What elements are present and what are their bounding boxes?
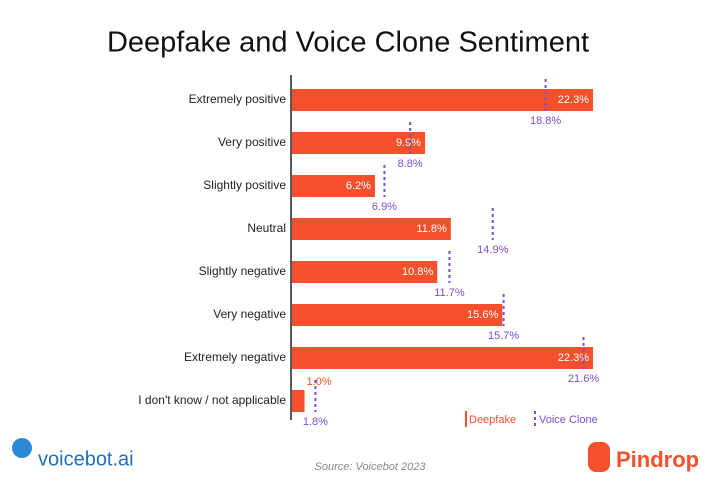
marker-label: 14.9% xyxy=(477,244,508,256)
bar xyxy=(292,218,451,240)
value-label: 9.9% xyxy=(396,137,421,149)
bar xyxy=(292,390,305,412)
logo-icon xyxy=(588,442,610,472)
bar xyxy=(292,347,593,369)
logo-pindrop: Pindrop xyxy=(616,447,699,472)
category-label: Neutral xyxy=(247,221,286,235)
value-label: 22.3% xyxy=(558,352,589,364)
source: Source: Voicebot 2023 xyxy=(315,461,427,473)
marker-label: 6.9% xyxy=(372,201,397,213)
bar xyxy=(292,89,593,111)
bar xyxy=(292,175,375,197)
chart-title: Deepfake and Voice Clone Sentiment xyxy=(107,27,589,59)
marker-label: 18.8% xyxy=(530,115,561,127)
category-label: Extremely positive xyxy=(189,92,287,106)
category-label: Slightly positive xyxy=(203,178,286,192)
logo-voicebot: voicebot.ai xyxy=(38,448,134,470)
marker-label: 1.8% xyxy=(303,416,328,428)
marker-label: 21.6% xyxy=(568,373,599,385)
bar xyxy=(292,261,438,283)
marker-label: 8.8% xyxy=(398,158,423,170)
value-label: 10.8% xyxy=(402,266,433,278)
legend-label: Voice Clone xyxy=(539,414,598,426)
value-label: 15.6% xyxy=(467,309,498,321)
marker-label: 11.7% xyxy=(434,287,465,299)
value-label: 1.0% xyxy=(307,376,332,388)
marker-label: 15.7% xyxy=(488,330,519,342)
category-label: Very positive xyxy=(218,135,286,149)
bar xyxy=(292,132,426,154)
logo-icon xyxy=(12,438,32,458)
legend-label: Deepfake xyxy=(469,414,516,426)
category-label: Very negative xyxy=(213,307,286,321)
category-label: Slightly negative xyxy=(199,264,287,278)
category-label: Extremely negative xyxy=(184,350,286,364)
bar xyxy=(292,304,503,326)
category-label: I don't know / not applicable xyxy=(138,393,286,407)
value-label: 6.2% xyxy=(346,180,371,192)
value-label: 22.3% xyxy=(558,94,589,106)
value-label: 11.8% xyxy=(416,223,447,235)
